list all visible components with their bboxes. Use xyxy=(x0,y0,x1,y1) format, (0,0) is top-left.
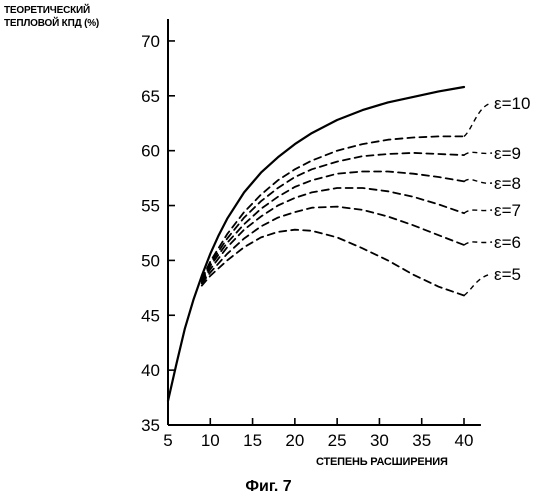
series-line-ε=7 xyxy=(202,188,464,282)
series-line-ε=10 xyxy=(202,136,464,279)
x-tick-label: 40 xyxy=(455,431,474,450)
series-line-ε=8 xyxy=(202,172,464,282)
y-tick-label: 35 xyxy=(141,416,160,435)
y-tick-label: 65 xyxy=(141,87,160,106)
y-axis-label: ТЕОРЕТИЧЕСКИЙ ТЕПЛОВОЙ КПД (%) xyxy=(4,4,99,30)
x-tick-label: 10 xyxy=(201,431,220,450)
series-labels: ε=10 ε=9 ε=8 ε=7 ε=6 ε=5 xyxy=(464,94,530,296)
label-leader-line xyxy=(464,274,492,296)
figure-caption: Фиг. 7 xyxy=(0,478,537,496)
y-tick-label: 60 xyxy=(141,142,160,161)
y-axis-label-line-2: ТЕПЛОВОЙ КПД (%) xyxy=(4,17,99,30)
label-leader-line xyxy=(464,179,492,183)
series-line-ε=6 xyxy=(202,207,464,284)
x-tick-label: 15 xyxy=(243,431,262,450)
label-leader-line xyxy=(464,152,492,155)
series-label: ε=6 xyxy=(494,233,521,252)
series-label: ε=10 xyxy=(494,94,530,113)
series-label: ε=9 xyxy=(494,144,521,163)
series-layer xyxy=(168,87,464,401)
y-tick-label: 70 xyxy=(141,32,160,51)
y-tick-label: 45 xyxy=(141,306,160,325)
label-leader-line xyxy=(464,103,492,136)
series-label: ε=8 xyxy=(494,174,521,193)
label-leader-line xyxy=(464,242,492,245)
series-label: ε=5 xyxy=(494,265,521,284)
x-tick-label: 25 xyxy=(328,431,347,450)
label-leader-line xyxy=(464,210,492,213)
y-tick-label: 40 xyxy=(141,361,160,380)
series-line-ε=5 xyxy=(202,230,464,296)
x-tick-label: 35 xyxy=(412,431,431,450)
x-tick-label: 30 xyxy=(370,431,389,450)
x-tick-label: 20 xyxy=(285,431,304,450)
x-axis-label: СТЕПЕНЬ РАСШИРЕНИЯ xyxy=(316,456,448,468)
y-axis-label-line-1: ТЕОРЕТИЧЕСКИЙ xyxy=(4,4,99,17)
x-tick-label: 5 xyxy=(163,431,172,450)
axes: 35 40 45 50 55 60 65 70 5 10 15 20 25 30 35 40 xyxy=(141,19,481,450)
series-label: ε=7 xyxy=(494,201,521,220)
y-tick-label: 55 xyxy=(141,197,160,216)
series-solid-line xyxy=(168,87,464,401)
y-tick-label: 50 xyxy=(141,251,160,270)
